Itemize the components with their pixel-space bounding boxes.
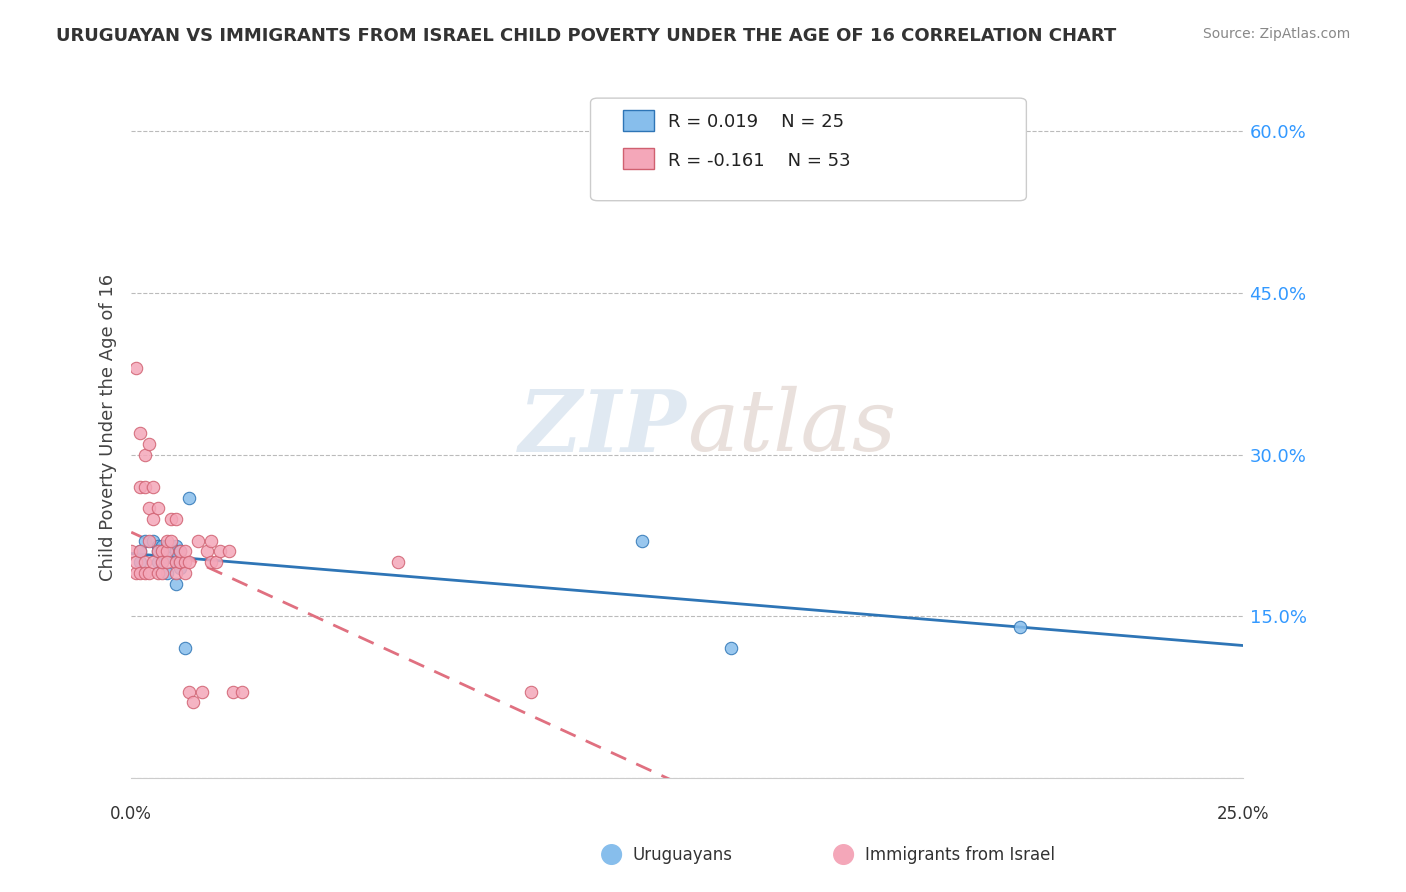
Point [183,695,205,709]
Point [160,512,183,526]
Point [218,544,240,558]
Point [160,533,183,548]
Point [146,566,169,580]
Point [134,555,156,569]
Point [146,544,169,558]
Point [173,566,195,580]
Point [187,533,209,548]
Point [156,533,179,548]
Point [129,555,152,569]
Point [125,361,148,376]
Point [138,436,160,450]
Point [138,533,160,548]
Point [146,555,169,569]
Point [169,555,191,569]
Point [165,544,187,558]
Point [156,544,179,558]
Text: R = -0.161    N = 53: R = -0.161 N = 53 [668,152,851,169]
Point [138,566,160,580]
Text: 0.0%: 0.0% [110,805,152,823]
Point [134,566,156,580]
Point [165,555,187,569]
Point [160,549,183,564]
Point [209,544,232,558]
Point [129,544,152,558]
Point [146,501,169,516]
Point [146,544,169,558]
Point [169,560,191,574]
Point [156,555,179,569]
Point [125,566,148,580]
Point [173,544,195,558]
Text: Uruguayans: Uruguayans [633,846,733,863]
Text: atlas: atlas [688,386,896,469]
Point [150,544,173,558]
Point [134,480,156,494]
Point [173,641,195,656]
Point [720,641,742,656]
Point [204,555,226,569]
Point [177,491,200,505]
Point [134,533,156,548]
Point [165,555,187,569]
Point [1010,620,1032,634]
Point [125,555,148,569]
Point [142,512,165,526]
Point [138,501,160,516]
Point [146,539,169,553]
Point [129,425,152,440]
Point [631,533,654,548]
Point [165,566,187,580]
Point [156,566,179,580]
Point [150,555,173,569]
Point [165,539,187,553]
Text: ZIP: ZIP [519,386,688,469]
Point [142,480,165,494]
Point [134,448,156,462]
Point [173,555,195,569]
Point [156,539,179,553]
Point [129,544,152,558]
Text: Source: ZipAtlas.com: Source: ZipAtlas.com [1202,27,1350,41]
Point [169,544,191,558]
Text: Immigrants from Israel: Immigrants from Israel [865,846,1054,863]
Point [150,555,173,569]
Point [177,555,200,569]
Point [150,539,173,553]
Point [177,684,200,698]
Y-axis label: Child Poverty Under the Age of 16: Child Poverty Under the Age of 16 [100,274,117,581]
Point [120,544,142,558]
Point [200,533,222,548]
Point [195,544,218,558]
Point [200,555,222,569]
Point [129,566,152,580]
Point [150,566,173,580]
Point [142,533,165,548]
Point [156,549,179,564]
Point [222,684,245,698]
Text: URUGUAYAN VS IMMIGRANTS FROM ISRAEL CHILD POVERTY UNDER THE AGE OF 16 CORRELATIO: URUGUAYAN VS IMMIGRANTS FROM ISRAEL CHIL… [56,27,1116,45]
Text: 25.0%: 25.0% [1216,805,1268,823]
Point [160,539,183,553]
Point [129,480,152,494]
Point [165,512,187,526]
Point [191,684,214,698]
Text: R = 0.019    N = 25: R = 0.019 N = 25 [668,113,844,131]
Point [231,684,253,698]
Point [142,555,165,569]
Point [165,576,187,591]
Point [169,544,191,558]
Point [387,555,409,569]
Point [520,684,543,698]
